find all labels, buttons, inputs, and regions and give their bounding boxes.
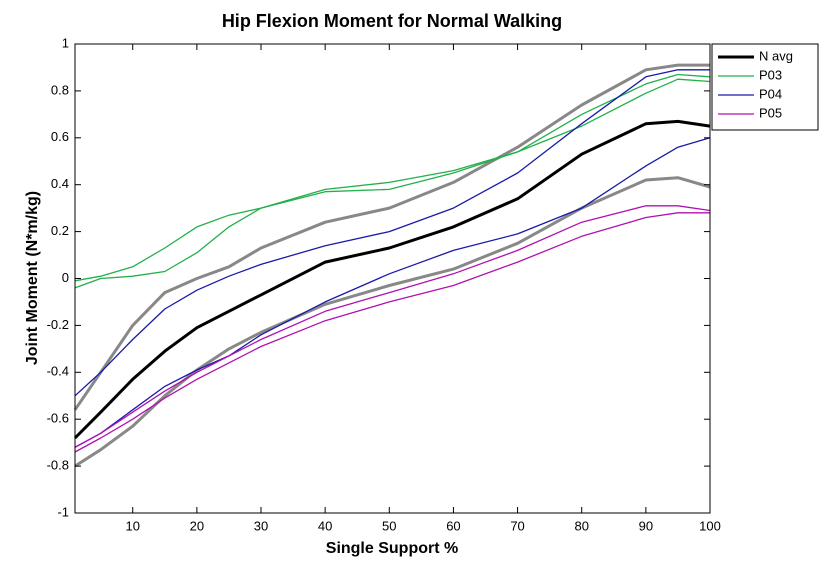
legend-label: P04 — [759, 86, 782, 101]
y-tick-label: 0.6 — [51, 129, 69, 144]
x-tick-label: 40 — [318, 518, 332, 533]
series-line — [74, 78, 711, 289]
series-line — [74, 69, 710, 397]
series-line — [73, 63, 710, 411]
series-line — [74, 176, 711, 468]
plot-frame — [74, 43, 711, 514]
y-axis-label: Joint Moment (N*m/kg) — [24, 191, 41, 365]
y-tick-label: 0 — [62, 270, 69, 285]
y-tick-label: -0.6 — [47, 411, 69, 426]
y-tick-label: 0.2 — [51, 223, 69, 238]
y-tick-label: -0.4 — [47, 364, 69, 379]
legend-label: P03 — [759, 67, 782, 82]
series-line — [74, 73, 711, 282]
series-line — [73, 119, 711, 440]
y-tick-label: 1 — [62, 35, 69, 50]
x-tick-label: 80 — [574, 518, 588, 533]
x-tick-label: 50 — [382, 518, 396, 533]
series-line — [74, 212, 710, 453]
y-tick-label: -0.8 — [47, 458, 69, 473]
legend-label: N avg — [759, 48, 793, 63]
series-line — [74, 205, 711, 448]
chart-title: Hip Flexion Moment for Normal Walking — [222, 11, 562, 31]
x-tick-label: 60 — [446, 518, 460, 533]
y-tick-label: -1 — [57, 504, 69, 519]
x-axis-label: Single Support % — [326, 540, 458, 557]
x-tick-label: 90 — [639, 518, 653, 533]
x-tick-label: 70 — [510, 518, 524, 533]
y-tick-label: 0.8 — [51, 82, 69, 97]
series-line — [74, 137, 711, 448]
x-tick-label: 10 — [125, 518, 139, 533]
y-tick-label: 0.4 — [51, 176, 69, 191]
legend-label: P05 — [759, 105, 782, 120]
x-tick-label: 30 — [254, 518, 268, 533]
x-tick-label: 20 — [190, 518, 204, 533]
y-tick-label: -0.2 — [47, 317, 69, 332]
x-tick-label: 100 — [699, 518, 721, 533]
